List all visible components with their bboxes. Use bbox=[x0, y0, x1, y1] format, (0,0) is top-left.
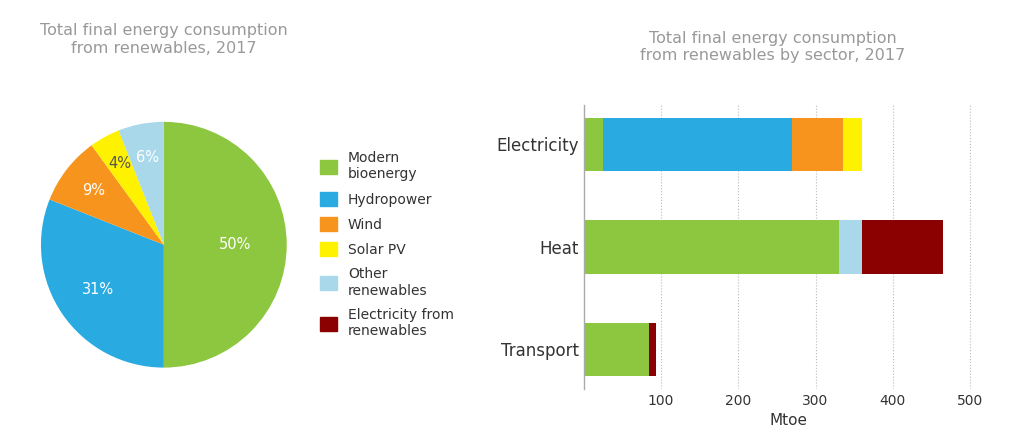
Wedge shape bbox=[119, 122, 164, 245]
Legend: Modern
bioenergy, Hydropower, Wind, Solar PV, Other
renewables, Electricity from: Modern bioenergy, Hydropower, Wind, Sola… bbox=[313, 144, 461, 345]
Text: Total final energy consumption
from renewables by sector, 2017: Total final energy consumption from rene… bbox=[640, 31, 906, 63]
Title: Total final energy consumption
from renewables, 2017: Total final energy consumption from rene… bbox=[40, 23, 288, 55]
Wedge shape bbox=[91, 131, 164, 245]
Text: 6%: 6% bbox=[136, 150, 159, 165]
Bar bbox=[584, 220, 839, 274]
Bar bbox=[862, 220, 943, 274]
Bar bbox=[584, 118, 603, 171]
Wedge shape bbox=[49, 146, 164, 245]
Text: 50%: 50% bbox=[219, 237, 251, 252]
X-axis label: Mtoe: Mtoe bbox=[769, 413, 808, 428]
Bar bbox=[649, 323, 655, 376]
Bar bbox=[839, 220, 862, 274]
Text: 4%: 4% bbox=[108, 156, 131, 171]
Bar bbox=[793, 118, 843, 171]
Wedge shape bbox=[41, 199, 164, 368]
Bar bbox=[584, 323, 649, 376]
Wedge shape bbox=[164, 122, 287, 368]
Bar bbox=[843, 118, 862, 171]
Text: 9%: 9% bbox=[83, 183, 105, 198]
Bar bbox=[603, 118, 793, 171]
Text: 31%: 31% bbox=[82, 282, 114, 297]
